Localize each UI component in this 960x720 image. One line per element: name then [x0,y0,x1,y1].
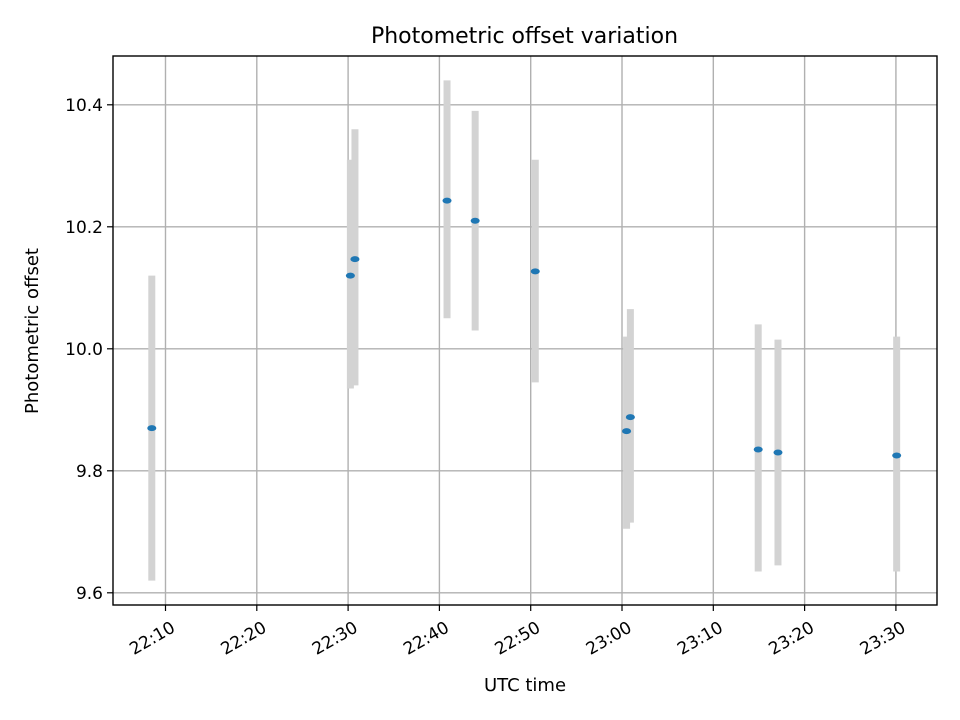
data-points [147,197,902,459]
grid-lines [113,56,937,605]
x-tick-label: 23:00 [583,618,635,660]
data-point [442,197,452,204]
x-tick-label: 22:10 [126,618,178,660]
x-tick-label: 22:20 [218,618,270,660]
y-tick-label: 9.6 [76,584,103,604]
x-tick-label: 22:40 [400,618,452,660]
y-tick-label: 10.4 [65,96,103,116]
x-tick-label: 23:10 [674,618,726,660]
plot-frame [112,55,938,606]
data-point [753,446,763,453]
y-axis-label: Photometric offset [22,248,43,414]
error-bars [148,80,901,581]
data-point [345,272,355,279]
data-point [773,449,783,456]
data-point [625,414,635,421]
y-tick-label: 10.0 [65,340,103,360]
x-axis: 22:10 22:20 22:30 22:40 22:50 23:00 23:10 23:20… [126,605,909,660]
data-point [350,256,360,263]
x-tick-label: 22:50 [492,618,544,660]
x-axis-label: UTC time [484,675,566,696]
data-point [470,217,480,224]
y-tick-label: 10.2 [65,218,103,238]
chart-title: Photometric offset variation [371,24,678,49]
x-tick-label: 22:30 [309,618,361,660]
x-tick-label: 23:30 [857,618,909,660]
data-point [147,425,157,432]
y-axis: 9.6 9.8 10.0 10.2 10.4 [65,96,113,604]
y-tick-label: 9.8 [76,462,103,482]
x-tick-label: 23:20 [765,618,817,660]
data-point [530,268,540,275]
data-point [892,452,902,459]
data-point [622,428,632,435]
